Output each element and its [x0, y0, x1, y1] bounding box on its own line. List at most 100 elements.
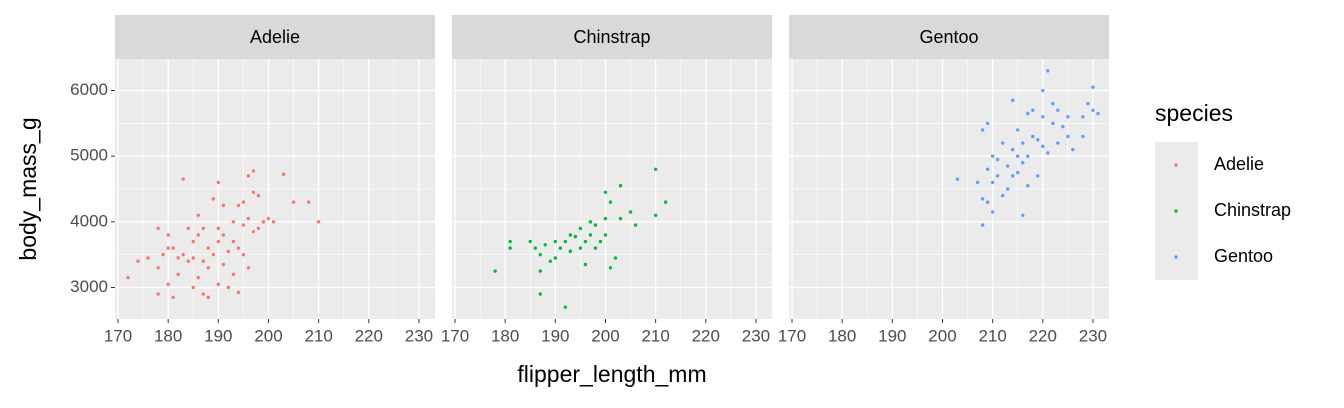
- legend-symbol: [1174, 209, 1178, 213]
- legend-symbol: [1174, 163, 1178, 167]
- point: [226, 285, 231, 290]
- x-tick-label: 170: [441, 326, 469, 345]
- point: [558, 246, 563, 250]
- point: [1000, 193, 1005, 198]
- point: [236, 203, 241, 208]
- point: [508, 246, 512, 250]
- point: [613, 256, 618, 260]
- point: [985, 167, 990, 172]
- point: [990, 154, 995, 158]
- point: [161, 252, 165, 257]
- point: [603, 216, 608, 221]
- point: [603, 233, 608, 237]
- point: [588, 233, 593, 237]
- point: [1081, 134, 1085, 139]
- facet-strip: [789, 15, 1109, 59]
- x-tick-label: 170: [104, 326, 132, 345]
- point: [553, 239, 558, 244]
- point: [1021, 161, 1025, 165]
- point: [980, 197, 985, 201]
- point: [653, 213, 658, 217]
- point: [1010, 147, 1015, 152]
- point: [1061, 124, 1065, 129]
- point: [251, 229, 256, 234]
- x-tick-label: 230: [405, 326, 433, 345]
- point: [246, 174, 251, 178]
- y-tick-label: 4000: [70, 211, 108, 230]
- point: [166, 233, 170, 237]
- point: [1071, 147, 1075, 152]
- x-tick-label: 230: [1079, 326, 1107, 345]
- point: [1051, 101, 1055, 106]
- point: [1031, 108, 1035, 112]
- point: [156, 226, 160, 231]
- point: [563, 305, 568, 309]
- x-tick-label: 200: [591, 326, 619, 345]
- point: [1041, 115, 1045, 119]
- point: [1010, 98, 1015, 103]
- point: [985, 200, 990, 204]
- point: [1005, 187, 1010, 191]
- point: [1021, 141, 1025, 145]
- legend-label: Gentoo: [1214, 246, 1273, 266]
- y-axis-label: body_mass_g: [15, 117, 41, 260]
- point: [548, 259, 553, 263]
- point: [171, 246, 175, 250]
- point: [221, 233, 226, 237]
- point: [1031, 134, 1035, 139]
- point: [181, 177, 185, 181]
- point: [166, 246, 170, 250]
- point: [241, 200, 246, 204]
- facet-strip: [452, 15, 772, 59]
- point: [211, 252, 216, 257]
- point: [1016, 154, 1020, 158]
- point: [126, 275, 130, 280]
- point: [538, 269, 542, 273]
- point: [221, 203, 226, 208]
- x-tick-label: 200: [928, 326, 956, 345]
- point: [186, 259, 190, 263]
- point: [191, 285, 195, 290]
- point: [1066, 134, 1070, 139]
- point: [271, 220, 276, 224]
- point: [156, 266, 160, 270]
- point: [246, 216, 251, 221]
- x-tick-label: 180: [491, 326, 519, 345]
- point: [251, 169, 256, 173]
- point: [1046, 69, 1050, 73]
- point: [618, 216, 623, 221]
- point: [618, 184, 623, 188]
- point: [1091, 85, 1095, 89]
- point: [306, 200, 311, 204]
- point: [985, 121, 990, 126]
- y-tick-label: 6000: [70, 80, 108, 99]
- point: [578, 226, 583, 231]
- point: [608, 200, 613, 204]
- point: [980, 128, 985, 132]
- point: [221, 262, 226, 267]
- point: [291, 200, 296, 204]
- point: [583, 239, 588, 244]
- point: [191, 239, 195, 244]
- point: [281, 172, 286, 176]
- point: [1010, 174, 1015, 178]
- x-tick-label: 200: [254, 326, 282, 345]
- facet-label: Gentoo: [919, 27, 978, 47]
- point: [171, 295, 175, 300]
- point: [231, 220, 236, 224]
- x-tick-label: 190: [204, 326, 232, 345]
- point: [1056, 141, 1060, 145]
- point: [241, 252, 246, 257]
- point: [1026, 154, 1030, 158]
- facet-label: Chinstrap: [573, 27, 650, 47]
- point: [1021, 213, 1025, 217]
- point: [573, 234, 578, 239]
- point: [156, 292, 160, 296]
- point: [251, 190, 256, 194]
- point: [995, 174, 1000, 178]
- point: [226, 249, 231, 254]
- point: [563, 239, 568, 244]
- facet-label: Adelie: [250, 27, 300, 47]
- x-tick-label: 180: [154, 326, 182, 345]
- point: [261, 220, 266, 224]
